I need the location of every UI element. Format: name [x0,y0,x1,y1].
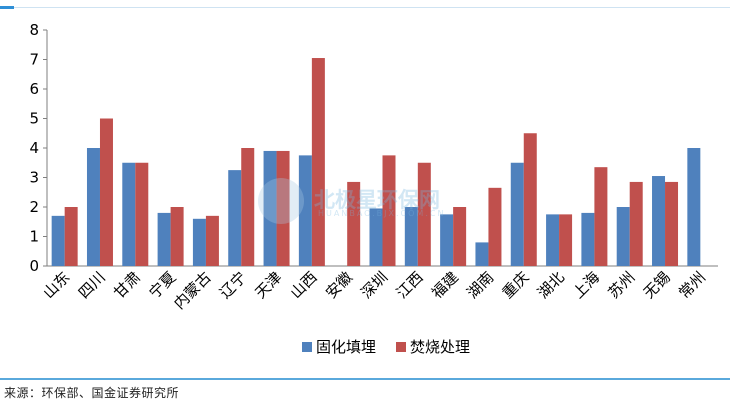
y-tick-label: 1 [29,228,39,246]
bar-landfill [122,162,136,266]
x-tick-label: 安徽 [322,268,356,302]
bar-incineration [594,167,608,266]
bar-incineration [382,155,396,266]
bar-incineration [417,162,431,266]
x-tick-label: 山东 [40,268,74,302]
legend-swatch [396,342,406,352]
top-rule-accent [0,6,14,9]
x-tick-label: 辽宁 [216,268,250,302]
x-tick-label: 甘肃 [110,268,144,302]
bar-landfill [510,162,524,266]
bar-chart: 0 1 2 3 4 5 6 7 8 山东 四川 甘肃 宁夏内蒙古 辽宁 天津 山西 安徽 深圳 江西 福建 湖南 重庆湖… [29,21,718,356]
bar-incineration [629,181,643,266]
bar-landfill [51,215,65,266]
legend-label: 焚烧处理 [410,338,470,356]
bar-landfill [616,207,630,266]
x-tick-label: 无锡 [640,268,674,302]
bar-incineration [276,150,290,266]
bar-landfill [263,150,277,266]
y-tick-label: 5 [29,110,39,128]
x-tick-label: 山西 [287,268,321,302]
x-tick-label: 天津 [251,268,285,302]
bar-landfill [652,176,666,266]
x-tick-label: 内蒙古 [170,268,215,313]
bar-incineration [559,214,573,266]
bar-incineration [99,118,113,266]
bottom-rule [0,378,730,380]
bar-incineration [523,133,537,266]
bar-incineration [311,58,325,267]
legend-swatch [302,342,312,352]
bar-landfill [687,148,701,266]
y-tick-label: 4 [29,139,39,157]
x-tick-label: 上海 [569,268,603,302]
bar-landfill [192,218,206,266]
y-tick-label: 7 [29,51,39,69]
x-tick-label: 湖北 [534,268,568,302]
y-tick-label: 2 [29,198,39,216]
x-tick-label: 苏州 [605,268,639,302]
bar-landfill [440,214,454,266]
x-tick-label: 湖南 [463,268,497,302]
bars [51,58,701,267]
bar-incineration [453,207,467,266]
bar-incineration [241,148,255,266]
x-tick-label: 江西 [393,268,427,302]
bar-landfill [228,170,242,266]
bar-landfill [86,148,100,266]
x-tick-label: 福建 [428,268,462,302]
y-tick-label: 8 [29,21,39,39]
bar-landfill [546,214,560,266]
top-rule [0,7,730,8]
source-note: 来源：环保部、国金证券研究所 [4,386,180,400]
x-tick-label: 四川 [75,268,109,302]
bar-landfill [475,242,489,266]
legend-label: 固化填埋 [316,338,376,356]
x-tick-label: 重庆 [499,268,533,302]
bar-incineration [347,181,361,266]
bar-landfill [369,208,383,266]
bar-incineration [170,207,184,266]
bar-landfill [581,212,595,266]
bar-incineration [64,207,78,266]
y-tick-label: 0 [29,257,39,275]
bar-landfill [404,207,418,266]
y-tick-label: 3 [29,169,39,187]
x-tick-label: 深圳 [357,268,391,302]
legend: 固化填埋 焚烧处理 [302,338,470,356]
bar-incineration [488,187,502,266]
bar-landfill [157,212,171,266]
bar-incineration [665,181,679,266]
x-tick-label: 常州 [675,268,709,302]
bar-incineration [205,215,219,266]
bar-incineration [135,162,149,266]
bar-landfill [298,155,312,266]
y-tick-label: 6 [29,80,39,98]
